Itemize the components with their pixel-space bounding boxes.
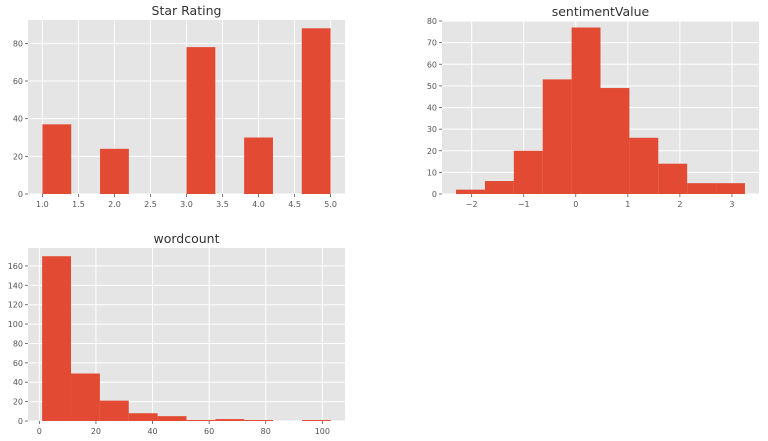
y-tick-label: 0 [18,190,23,199]
y-tick-label: 0 [432,190,437,199]
sentiment-value-title: sentimentValue [552,4,650,19]
x-tick-label: 40 [147,427,157,436]
histogram-bar [42,124,72,194]
histogram-bar [658,163,688,194]
y-tick-label: 40 [427,104,437,113]
x-tick-label: 2.5 [144,200,157,209]
y-tick-label: 140 [8,281,23,290]
y-tick-label: 20 [427,147,437,156]
histogram-bar [600,88,630,194]
y-tick-label: 60 [13,77,23,86]
histogram-bar [244,137,273,194]
y-tick-label: 10 [427,168,437,177]
x-tick-label: 3.5 [216,200,229,209]
histogram-bar [456,189,485,194]
x-tick-label: 4.5 [288,200,301,209]
histogram-bar [215,419,245,421]
histogram-bar [629,137,659,194]
y-tick-label: 40 [13,378,23,387]
star-rating-title: Star Rating [152,3,222,18]
x-tick-label: 100 [315,427,330,436]
y-tick-label: 80 [13,339,23,348]
x-tick-label: 60 [204,427,214,436]
y-tick-label: 100 [8,320,23,329]
histogram-bar [571,27,601,194]
y-tick-label: 50 [427,82,437,91]
x-tick-label: −1 [518,200,530,209]
x-tick-label: 3 [729,200,734,209]
y-tick-label: 70 [427,39,437,48]
y-tick-label: 40 [13,115,23,124]
x-tick-label: 80 [261,427,271,436]
histogram-bar [542,79,572,194]
x-tick-label: 20 [91,427,101,436]
histogram-bar [186,47,216,194]
y-tick-label: 160 [8,262,23,271]
x-tick-label: −2 [466,200,478,209]
histogram-bar [128,413,158,421]
histogram-bar [716,183,745,194]
y-tick-label: 20 [13,152,23,161]
x-tick-label: 5.0 [324,200,337,209]
y-tick-label: 120 [8,301,23,310]
y-tick-label: 20 [13,398,23,407]
x-tick-label: 1 [625,200,630,209]
x-tick-label: 0 [37,427,42,436]
histogram-bar [301,420,331,421]
histogram-bar [71,373,100,421]
y-tick-label: 30 [427,125,437,134]
wordcount-histogram: 0 20 40 60 80 100 0 20 40 60 80 100 120 140 160 wordcou… [8,231,345,436]
y-tick-label: 60 [427,60,437,69]
x-tick-label: 2.0 [108,200,121,209]
histogram-bar [484,181,514,194]
x-tick-label: 4.0 [252,200,265,209]
y-tick-label: 80 [13,39,23,48]
x-tick-label: 0 [573,200,578,209]
histogram-bar [157,416,187,421]
y-tick-label: 60 [13,359,23,368]
x-tick-label: 1.0 [36,200,49,209]
histogram-bar [687,183,717,194]
y-tick-label: 80 [427,17,437,26]
histogram-bar [244,420,274,421]
wordcount-title: wordcount [154,231,220,246]
histogram-bar [100,148,129,194]
x-tick-label: 2 [677,200,682,209]
histogram-bar [186,420,216,421]
histogram-bar [99,400,129,421]
histogram-bar [42,256,72,421]
x-tick-label: 3.0 [180,200,193,209]
x-tick-label: 1.5 [72,200,85,209]
histogram-bar [301,28,331,194]
y-tick-label: 0 [18,417,23,426]
star-rating-histogram: 1.0 1.5 2.0 2.5 3.0 3.5 4.0 4.5 5.0 0 20 40 60 80 Star… [13,3,345,209]
histogram-bar [513,150,543,194]
